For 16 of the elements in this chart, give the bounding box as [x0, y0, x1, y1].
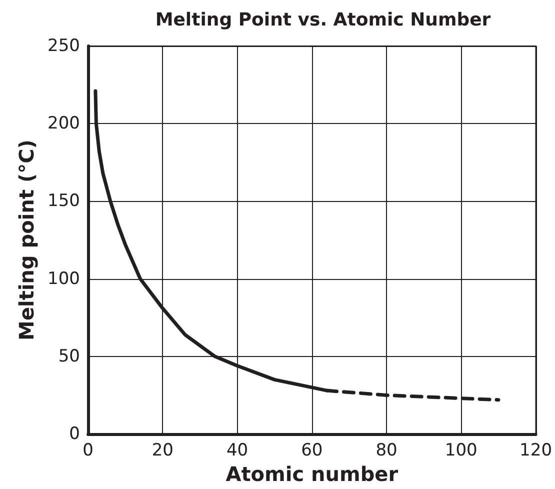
x-tick-label: 60	[301, 440, 323, 460]
y-tick-label: 0	[69, 424, 80, 444]
y-tick-label: 250	[48, 36, 80, 56]
x-tick-label: 40	[226, 440, 248, 460]
x-tick-label: 100	[444, 440, 478, 460]
y-tick-label: 50	[58, 346, 80, 366]
x-tick-label: 20	[152, 440, 174, 460]
chart-title: Melting Point vs. Atomic Number	[155, 10, 491, 30]
x-tick-label: 0	[82, 440, 94, 460]
x-tick-label: 120	[520, 440, 552, 460]
x-axis-title: Atomic number	[226, 462, 398, 486]
y-tick-label: 150	[48, 191, 80, 212]
y-axis-title: Melting point (°C)	[14, 140, 39, 340]
x-tick-label: 80	[376, 440, 398, 460]
y-tick-label: 200	[48, 114, 80, 134]
y-tick-label: 100	[48, 268, 80, 289]
